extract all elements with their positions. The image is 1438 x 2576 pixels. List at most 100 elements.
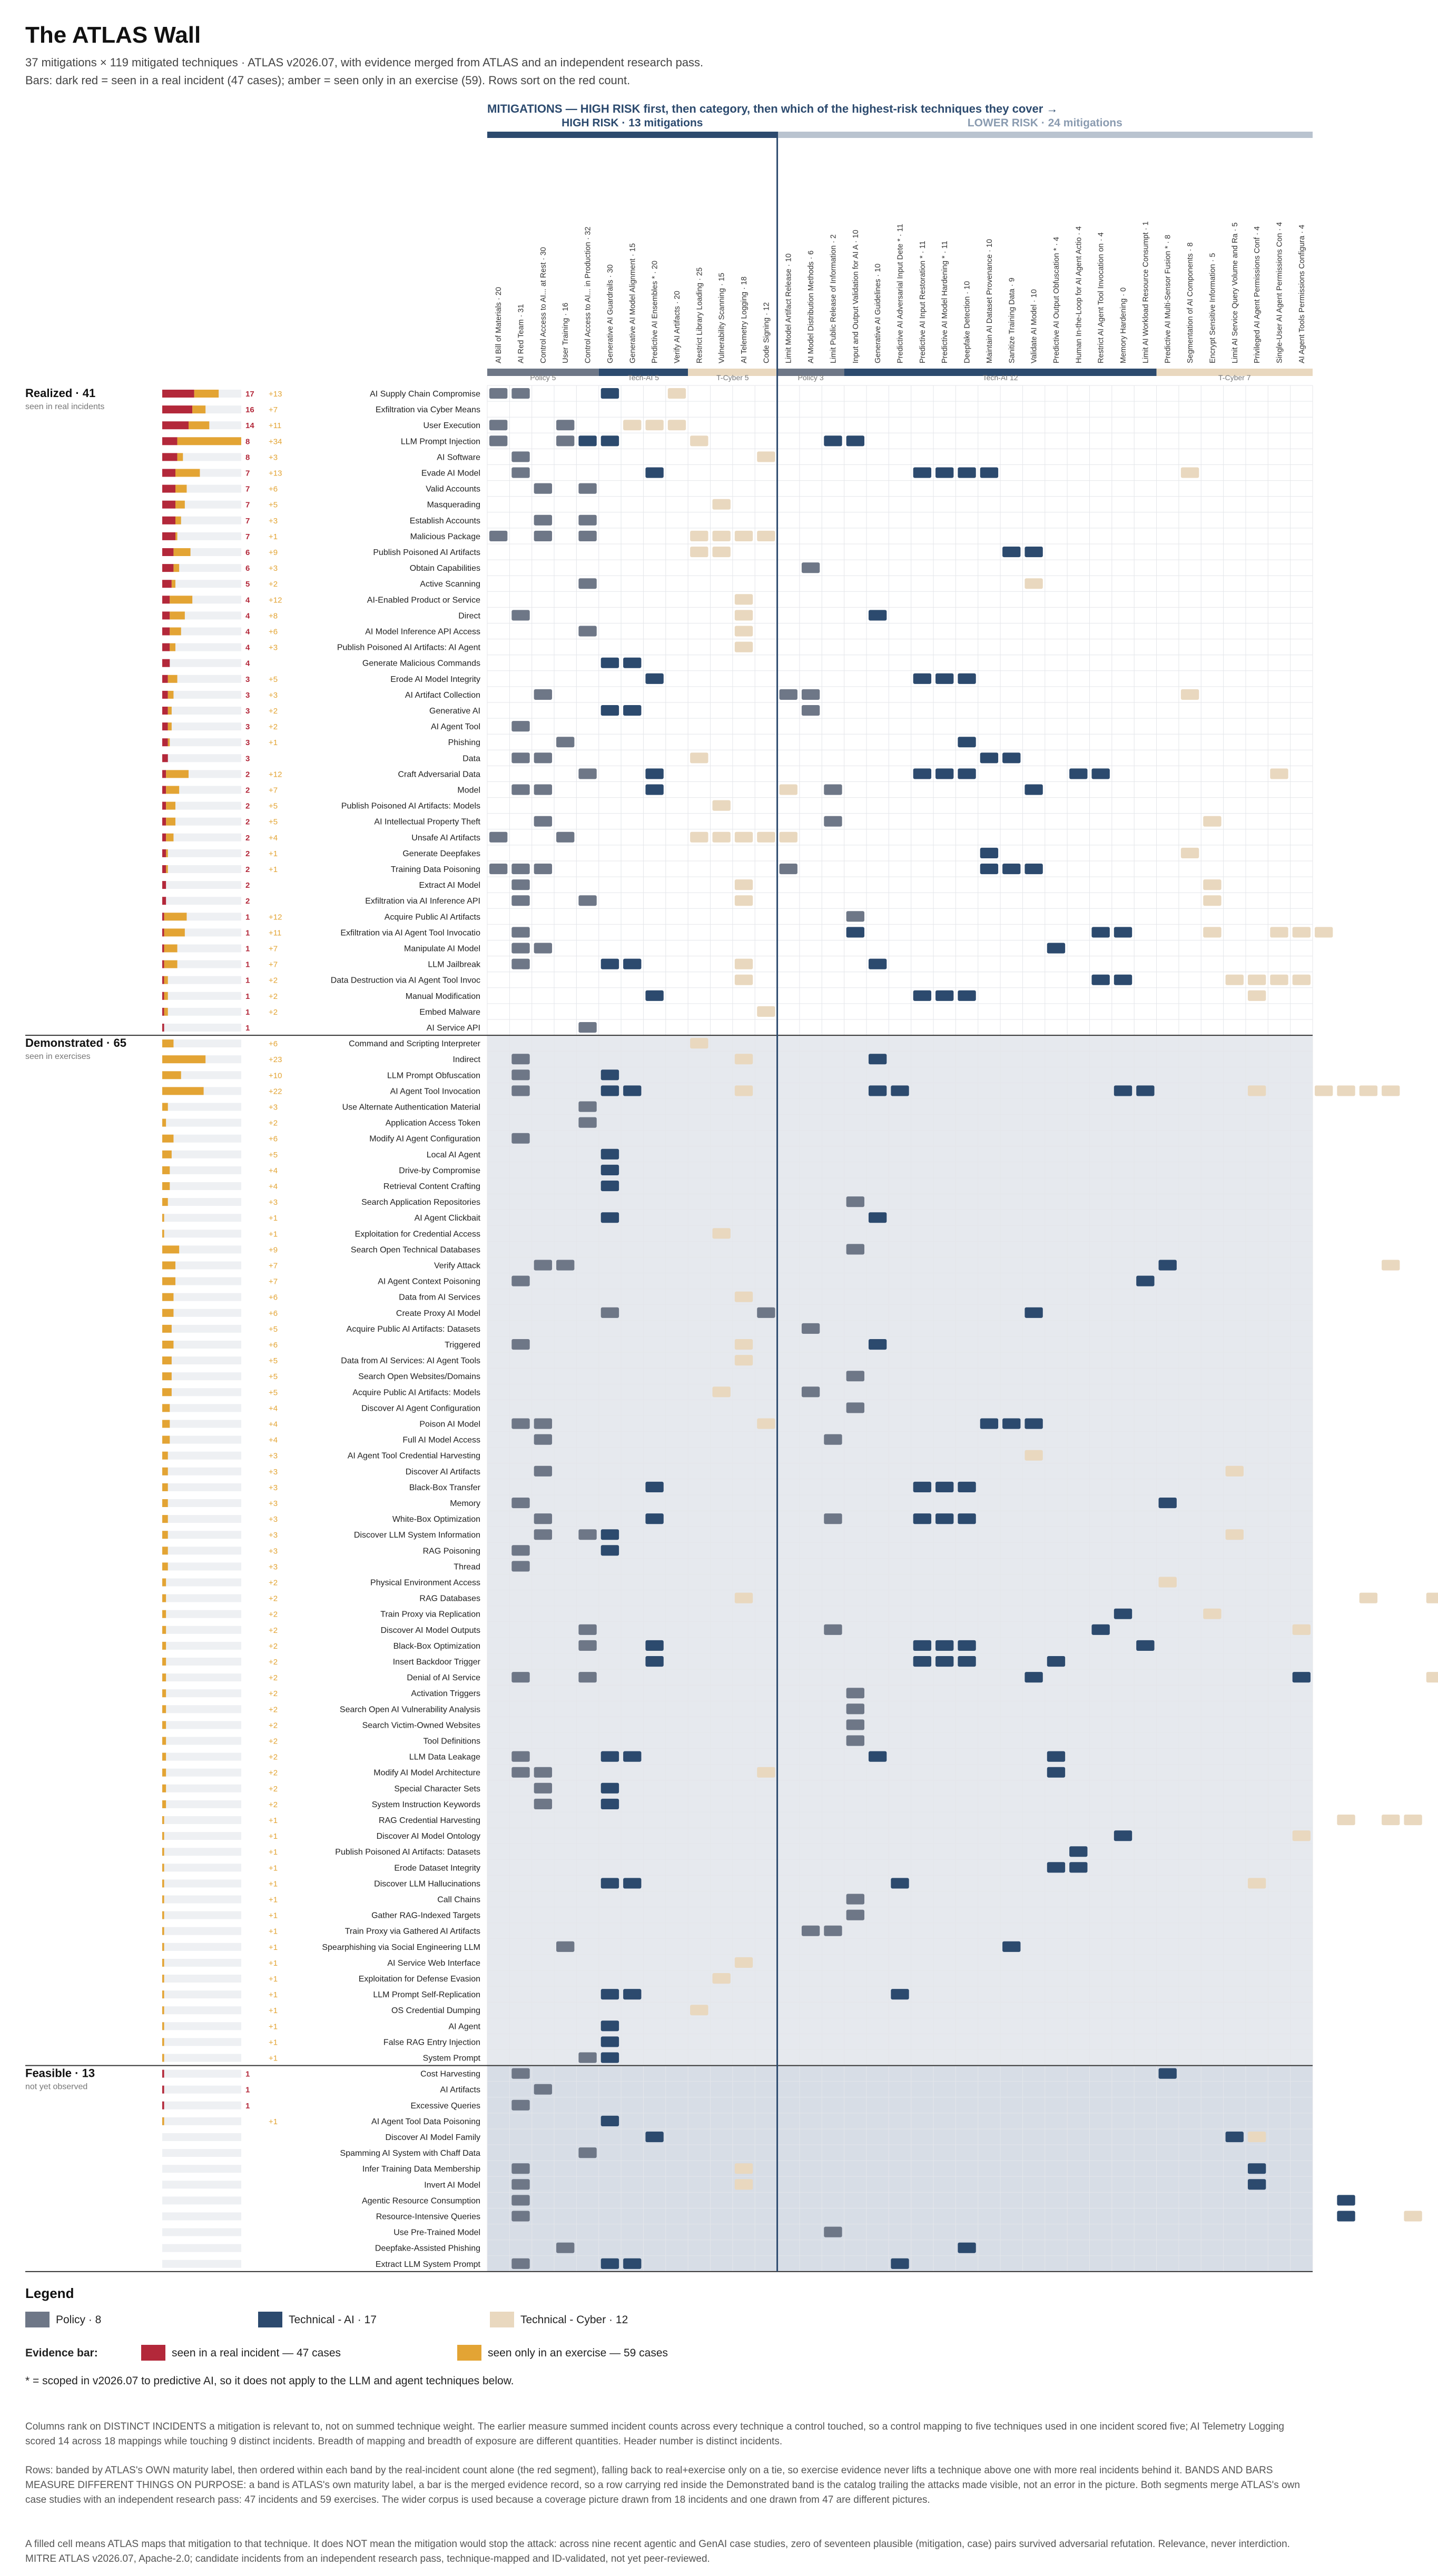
matrix-cell	[1382, 1085, 1400, 1096]
matrix-cell	[1270, 974, 1288, 985]
bar-exercise	[162, 2022, 164, 2030]
matrix-cell	[1136, 1275, 1155, 1286]
count-exercise: +4	[269, 1436, 278, 1445]
bar-track	[162, 754, 241, 762]
matrix-cell	[1025, 547, 1043, 558]
bar-real	[162, 611, 170, 620]
category-band-label: T-Cyber 5	[716, 373, 749, 382]
matrix-cell	[556, 1260, 575, 1271]
bar-exercise	[162, 1784, 166, 1792]
row-label: Model	[457, 786, 480, 795]
matrix-cell	[1337, 2195, 1355, 2206]
bar-track	[162, 2244, 241, 2252]
column-label: Single-User AI Agent Permissions Con · 4	[1275, 222, 1284, 363]
matrix-cell	[712, 831, 731, 843]
bar-exercise	[194, 390, 219, 398]
bar-track	[162, 1341, 241, 1349]
bar-exercise	[162, 1451, 168, 1460]
matrix-cell	[958, 467, 976, 478]
band-label: Feasible · 13	[25, 2067, 95, 2080]
matrix-cell	[734, 1592, 753, 1603]
matrix-cell	[645, 673, 664, 684]
bar-track	[162, 786, 241, 794]
matrix-cell	[511, 1275, 530, 1286]
row-label: Active Scanning	[420, 580, 480, 589]
matrix-cell	[600, 1751, 619, 1762]
matrix-cell	[1247, 1878, 1266, 1889]
column-label: Limit Model Artifact Release · 10	[785, 253, 793, 363]
row-label: Discover AI Model Ontology	[377, 1832, 480, 1841]
bar-exercise	[162, 2054, 164, 2062]
matrix-cell	[1136, 1085, 1155, 1096]
matrix-cell	[511, 1672, 530, 1683]
column-label: Predictive AI Output Obfuscation * · 4	[1052, 237, 1061, 363]
bar-real	[162, 801, 166, 810]
bar-exercise	[175, 484, 187, 493]
row-label: Deepfake-Assisted Phishing	[375, 2244, 480, 2253]
matrix-cell	[935, 1513, 954, 1524]
bar-real	[162, 1024, 164, 1032]
matrix-cell	[1203, 816, 1222, 827]
bar-exercise	[166, 801, 175, 810]
row-label: Extract LLM System Prompt	[376, 2260, 481, 2269]
count-exercise: +1	[269, 1896, 278, 1905]
row-label: Acquire Public AI Artifacts	[385, 913, 480, 922]
column-label: Limit AI Workload Resource Consumpt · 1	[1141, 221, 1150, 363]
count-exercise: +2	[269, 580, 278, 589]
matrix-cell	[1247, 2132, 1266, 2143]
matrix-cell	[1002, 864, 1021, 875]
count-real: 4	[245, 611, 250, 620]
row-label: Denial of AI Service	[407, 1673, 480, 1682]
column-label: Generative AI Guidelines · 10	[874, 264, 882, 363]
bar-track	[162, 1293, 241, 1301]
row-label: Publish Poisoned AI Artifacts: AI Agent	[337, 643, 481, 652]
row-label: Retrieval Content Crafting	[383, 1182, 480, 1191]
bar-track	[162, 1610, 241, 1618]
count-exercise: +2	[269, 1610, 278, 1619]
matrix-cell	[534, 689, 553, 700]
matrix-cell	[1047, 1751, 1066, 1762]
matrix-cell	[534, 816, 553, 827]
matrix-cell	[600, 705, 619, 716]
matrix-cell	[511, 2163, 530, 2174]
matrix-cell	[511, 1339, 530, 1350]
bar-track	[162, 1118, 241, 1127]
bar-track	[162, 1245, 241, 1254]
matrix-cell	[578, 435, 597, 447]
bar-real	[162, 564, 174, 572]
bar-track	[162, 849, 241, 857]
bar-track	[162, 1071, 241, 1079]
count-exercise: +5	[269, 1325, 278, 1334]
matrix-cell	[511, 895, 530, 906]
category-band	[487, 369, 599, 376]
bar-real	[162, 865, 166, 873]
matrix-cell	[600, 435, 619, 447]
count-exercise: +23	[269, 1055, 282, 1064]
bar-exercise	[162, 1356, 172, 1365]
matrix-cell	[690, 831, 708, 843]
row-label: LLM Data Leakage	[409, 1753, 480, 1762]
row-label: Train Proxy via Replication	[380, 1610, 480, 1619]
count-real: 3	[245, 707, 250, 716]
bar-track	[162, 1150, 241, 1158]
count-exercise: +9	[269, 1245, 278, 1254]
count-real: 6	[245, 564, 250, 573]
bar-track	[162, 801, 241, 810]
matrix-cell	[511, 943, 530, 954]
matrix-cell	[801, 689, 820, 700]
bar-real	[162, 2085, 164, 2094]
count-exercise: +7	[269, 1277, 278, 1286]
count-real: 7	[245, 501, 250, 510]
bar-track	[162, 881, 241, 889]
matrix-cell	[600, 1148, 619, 1160]
count-exercise: +2	[269, 1642, 278, 1651]
row-label: Black-Box Transfer	[409, 1483, 481, 1492]
bar-exercise	[162, 1531, 168, 1539]
matrix-cell	[534, 530, 553, 541]
columns-header: MITIGATIONS — HIGH RISK first, then cate…	[487, 102, 1058, 115]
row-label: Gather RAG-Indexed Targets	[371, 1911, 480, 1920]
row-label: Direct	[458, 611, 480, 620]
bar-exercise	[162, 1467, 168, 1475]
matrix-cell	[1225, 2132, 1244, 2143]
row-label: AI Agent Tool Credential Harvesting	[348, 1452, 480, 1461]
